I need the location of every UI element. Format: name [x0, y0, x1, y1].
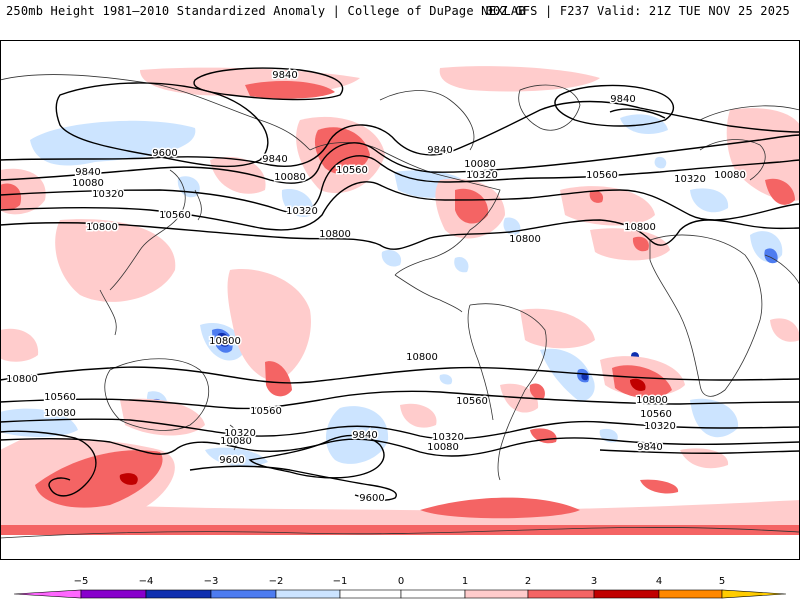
- contour-label: 9840: [262, 154, 287, 165]
- contour-label: 9840: [427, 145, 452, 156]
- contour-label: 10560: [336, 165, 368, 176]
- contour-label: 10560: [159, 210, 191, 221]
- contour-label: 10080: [427, 442, 459, 453]
- contour-label: 9600: [219, 455, 244, 466]
- contour-label: 10560: [456, 396, 488, 407]
- tick-label: −4: [139, 576, 154, 587]
- tick-label: 3: [591, 576, 597, 587]
- contour-label: 10320: [92, 189, 124, 200]
- contour-label: 10080: [274, 172, 306, 183]
- tick-label: 0: [398, 576, 404, 587]
- contour-label: 10320: [644, 421, 676, 432]
- contour-label: 10320: [286, 206, 318, 217]
- contour-labels: 9840 9840 9840 9840 9840 9840 9840 9600 …: [5, 69, 748, 506]
- swatch-pos4: [658, 589, 723, 599]
- contour-label: 9840: [352, 430, 377, 441]
- contour-label: 10560: [586, 170, 618, 181]
- map-title: 250mb Height 1981–2010 Standardized Anom…: [6, 4, 526, 18]
- contour-label: 10800: [86, 222, 118, 233]
- contour-label: 10320: [224, 428, 256, 439]
- swatch-pos3: [593, 589, 660, 599]
- contour-label: 10080: [220, 436, 252, 447]
- colorbar-arrow-left: [13, 589, 82, 599]
- colorbar-labels: −5 −4 −3 −2 −1 0 1 2 3 4 5: [74, 576, 726, 587]
- colorbar-arrow-right: [721, 589, 787, 599]
- contour-label: 10560: [250, 406, 282, 417]
- swatch-pos2: [527, 589, 595, 599]
- swatch-neg1: [275, 589, 341, 599]
- tick-label: 2: [525, 576, 531, 587]
- contour-label: 9840: [637, 442, 662, 453]
- height-contours: [0, 67, 800, 501]
- colorbar-swatches: [13, 589, 787, 599]
- swatch-pos1: [464, 589, 529, 599]
- tick-label: −2: [269, 576, 284, 587]
- contour-label: 10800: [624, 222, 656, 233]
- tick-label: 1: [462, 576, 468, 587]
- contour-label: 10800: [6, 374, 38, 385]
- tick-label: −5: [74, 576, 89, 587]
- swatch-neg2: [210, 589, 277, 599]
- contour-label: 10560: [44, 392, 76, 403]
- contour-label: 10080: [464, 159, 496, 170]
- contour-label: 10560: [640, 409, 672, 420]
- contour-label: 10320: [466, 170, 498, 181]
- contour-label: 10800: [319, 229, 351, 240]
- contour-label: 9600: [152, 148, 177, 159]
- swatch-neg4: [80, 589, 147, 599]
- swatch-neg3: [145, 589, 212, 599]
- tick-label: −1: [333, 576, 348, 587]
- contour-label: 10080: [714, 170, 746, 181]
- run-info: 00Z GFS | F237 Valid: 21Z TUE NOV 25 202…: [485, 4, 790, 18]
- tick-label: 5: [719, 576, 725, 587]
- contour-label: 10320: [432, 432, 464, 443]
- contour-label: 10320: [674, 174, 706, 185]
- contour-label: 9840: [610, 94, 635, 105]
- contour-label: 10800: [406, 352, 438, 363]
- contour-label: 10080: [72, 178, 104, 189]
- swatch-zero-a: [339, 589, 402, 599]
- contour-label: 10800: [509, 234, 541, 245]
- contour-label: 9840: [75, 167, 100, 178]
- contour-label: 10080: [44, 408, 76, 419]
- contour-label: 9840: [272, 70, 297, 81]
- contour-label: 10800: [209, 336, 241, 347]
- contour-label: 10800: [636, 395, 668, 406]
- contour-label: 9600: [359, 493, 384, 504]
- tick-label: 4: [656, 576, 662, 587]
- swatch-zero-b: [400, 589, 466, 599]
- anomaly-map: 9840 9840 9840 9840 9840 9840 9840 9600 …: [0, 40, 800, 560]
- tick-label: −3: [204, 576, 219, 587]
- continent-outlines: [0, 74, 800, 539]
- colorbar: −5 −4 −3 −2 −1 0 1 2 3 4 5: [0, 570, 800, 600]
